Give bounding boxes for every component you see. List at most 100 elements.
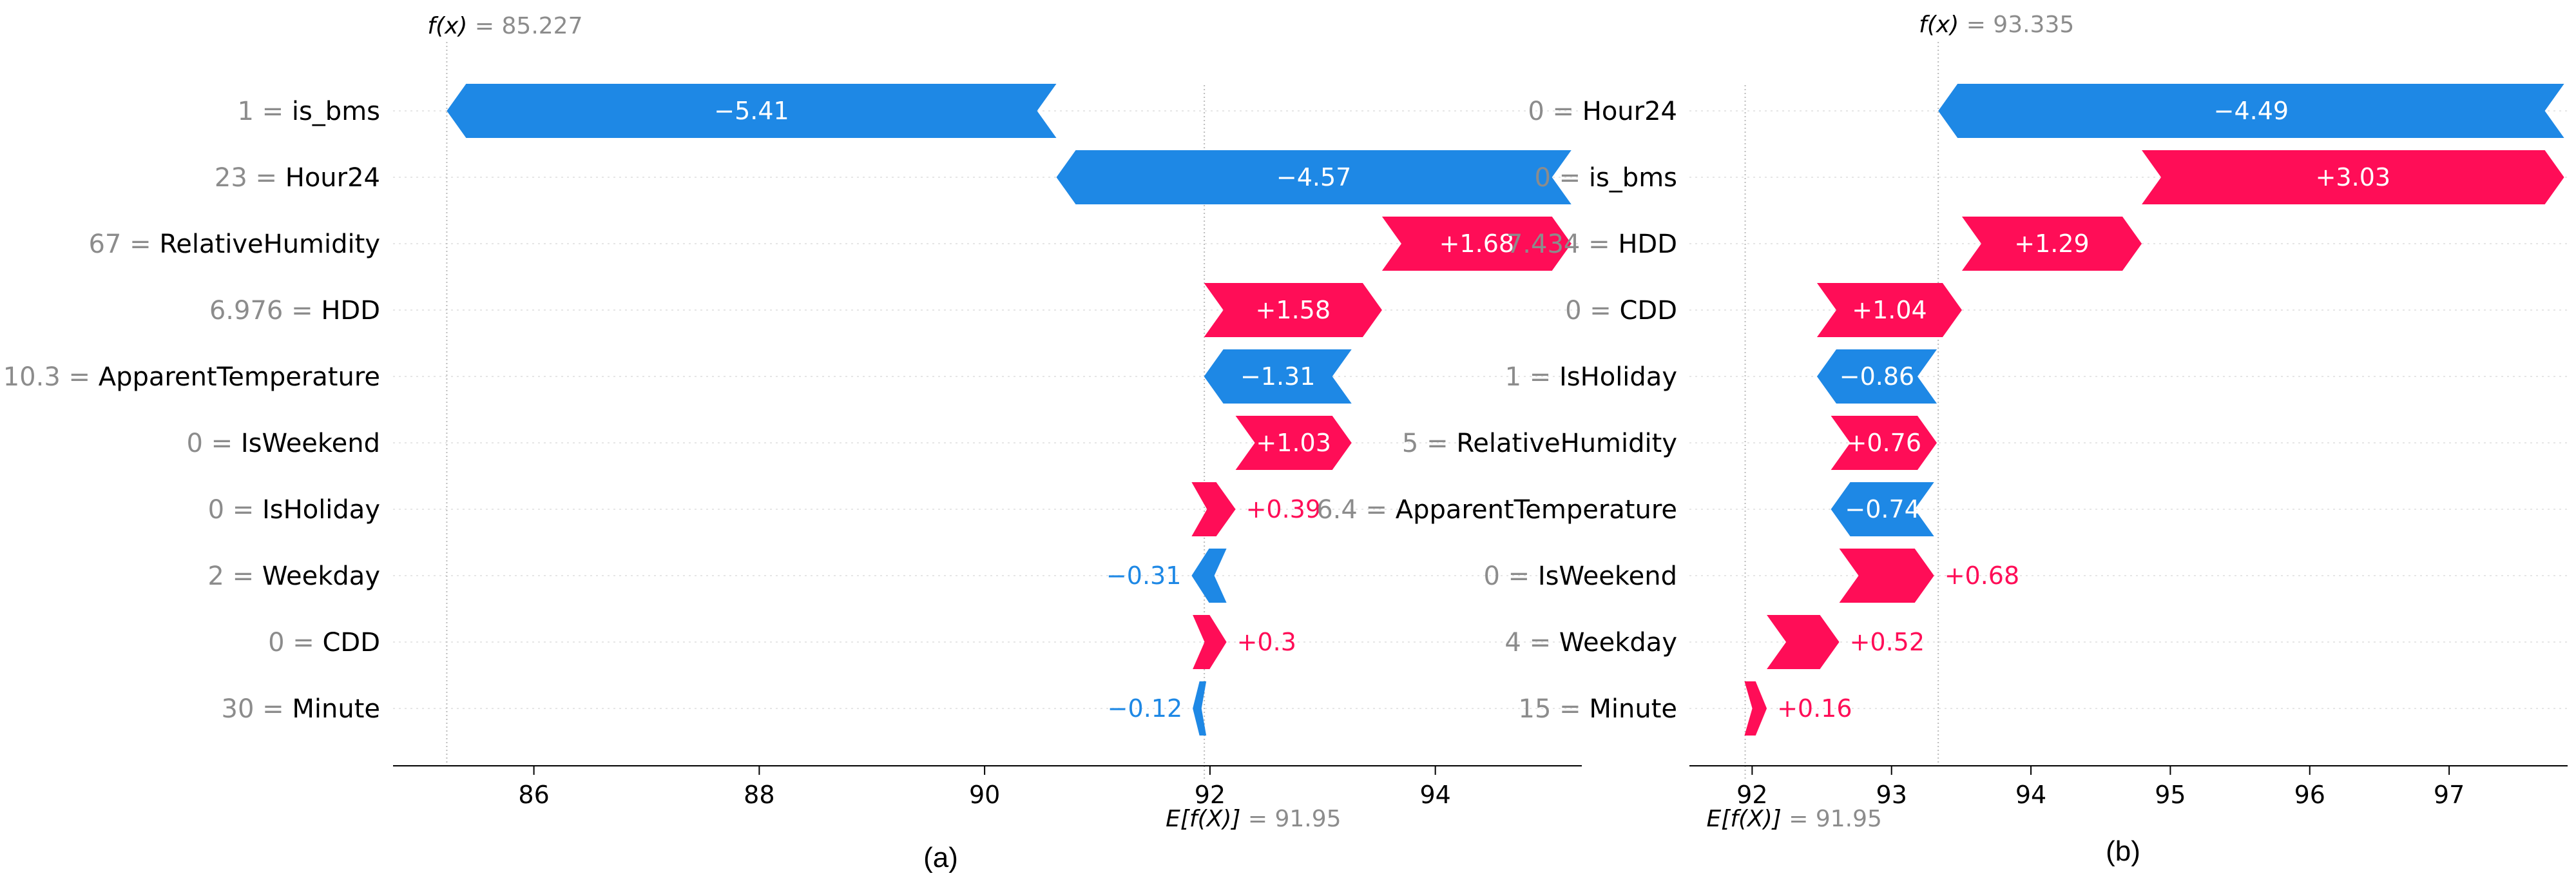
x-tick-label: 95 <box>2155 781 2186 809</box>
x-tick-label: 92 <box>1736 781 1767 809</box>
shap-bar-RelativeHumidity <box>1381 217 1572 271</box>
base-annotation: E[f(X)] = 91.95 <box>1707 806 1882 832</box>
feature-name: Weekday <box>1559 628 1677 658</box>
feature-name: Minute <box>292 694 380 724</box>
shap-value-label: +1.04 <box>1852 296 1927 324</box>
x-tick-label: 97 <box>2434 781 2465 809</box>
feature-name: is_bms <box>292 97 380 126</box>
feature-value: 2 = <box>207 561 262 591</box>
panel-caption: (b) <box>2106 835 2140 867</box>
shap-value-label: +0.3 <box>1237 628 1296 656</box>
shap-value-label: +0.76 <box>1847 429 1921 457</box>
feature-name: IsWeekend <box>1538 561 1677 591</box>
shap-bar-Weekday <box>1191 549 1227 603</box>
feature-value: 4 = <box>1504 628 1559 658</box>
feature-value: 23 = <box>215 163 285 193</box>
feature-name: Weekday <box>262 561 380 591</box>
shap-value-label: −4.49 <box>2214 97 2289 125</box>
feature-label-is_bms: 0 = is_bms <box>1534 163 1677 193</box>
feature-label-IsHoliday: 0 = IsHoliday <box>208 495 380 525</box>
feature-name: HDD <box>321 296 380 326</box>
x-tick-label: 96 <box>2294 781 2325 809</box>
base-label: E[f(X)] <box>1707 806 1789 832</box>
shap-bar-IsWeekend <box>1235 416 1352 470</box>
x-tick-label: 94 <box>2015 781 2046 809</box>
shap-value-label: −0.31 <box>1106 561 1181 590</box>
shap-bar-HDD <box>1961 217 2142 271</box>
shap-value-label: −0.74 <box>1845 495 1919 523</box>
x-tick-label: 88 <box>744 781 774 809</box>
feature-value: 0 = <box>268 628 322 658</box>
feature-name: is_bms <box>1589 163 1677 193</box>
feature-name: RelativeHumidity <box>1456 429 1677 458</box>
fx-annotation: f(x) = 85.227 <box>427 13 582 39</box>
feature-name: Minute <box>1589 694 1677 724</box>
feature-label-Hour24: 0 = Hour24 <box>1528 97 1677 126</box>
waterfall-panel-b: −4.49 0 = Hour24 +3.03 0 = is_bms +1.29 7.434… <box>1316 12 2568 867</box>
feature-value: 0 = <box>1565 296 1619 326</box>
shap-value-label: +1.03 <box>1256 429 1331 457</box>
feature-value: 5 = <box>1402 429 1456 458</box>
shap-value-label: −4.57 <box>1276 163 1351 191</box>
x-tick-label: 93 <box>1876 781 1907 809</box>
shap-bar-Hour24 <box>1938 84 2564 138</box>
feature-name: IsWeekend <box>241 429 380 458</box>
shap-bar-Minute <box>1193 681 1207 736</box>
feature-label-CDD: 0 = CDD <box>268 628 380 658</box>
feature-name: HDD <box>1618 229 1677 259</box>
feature-label-Weekday: 2 = Weekday <box>207 561 380 591</box>
shap-value-label: −0.12 <box>1108 694 1182 723</box>
shap-bar-Minute <box>1744 681 1767 736</box>
feature-label-RelativeHumidity: 67 = RelativeHumidity <box>88 229 380 259</box>
shap-bar-CDD <box>1193 615 1227 669</box>
shap-bar-ApparentTemperature <box>1204 349 1352 404</box>
waterfall-panel-a: −5.41 1 = is_bms −4.57 23 = Hour24 +1.68 67 =… <box>3 13 1582 873</box>
fx-value: = 93.335 <box>1966 12 2075 38</box>
feature-name: ApparentTemperature <box>99 362 380 392</box>
shap-value-label: +0.52 <box>1850 628 1925 656</box>
x-tick-label: 90 <box>969 781 1000 809</box>
feature-value: 1 = <box>1505 362 1559 392</box>
shap-value-label: +0.39 <box>1246 495 1321 523</box>
x-tick-label: 94 <box>1419 781 1450 809</box>
feature-name: CDD <box>322 628 380 658</box>
shap-bar-is_bms <box>447 84 1057 138</box>
feature-name: IsHoliday <box>1559 362 1677 392</box>
shap-bar-is_bms <box>2142 150 2564 204</box>
feature-value: 6.4 = <box>1316 495 1396 525</box>
shap-value-label: +0.16 <box>1777 694 1852 723</box>
feature-value: 7.434 = <box>1506 229 1618 259</box>
feature-value: 15 = <box>1519 694 1590 724</box>
feature-label-IsWeekend: 0 = IsWeekend <box>186 429 380 458</box>
base-value: = 91.95 <box>1789 806 1882 832</box>
feature-value: 10.3 = <box>3 362 99 392</box>
shap-bar-Weekday <box>1767 615 1840 669</box>
shap-bar-RelativeHumidity <box>1831 416 1937 470</box>
feature-label-Hour24: 23 = Hour24 <box>215 163 380 193</box>
feature-name: CDD <box>1619 296 1677 326</box>
feature-value: 67 = <box>88 229 159 259</box>
feature-value: 6.976 = <box>209 296 321 326</box>
feature-label-RelativeHumidity: 5 = RelativeHumidity <box>1402 429 1677 458</box>
shap-bar-ApparentTemperature <box>1831 482 1934 536</box>
feature-label-Weekday: 4 = Weekday <box>1504 628 1677 658</box>
feature-value: 0 = <box>1534 163 1588 193</box>
feature-name: ApparentTemperature <box>1396 495 1677 525</box>
feature-label-Minute: 30 = Minute <box>222 694 380 724</box>
shap-value-label: +1.58 <box>1256 296 1331 324</box>
shap-value-label: −0.86 <box>1840 362 1914 391</box>
feature-name: Hour24 <box>1582 97 1677 126</box>
shap-value-label: +1.68 <box>1439 229 1514 258</box>
feature-label-IsHoliday: 1 = IsHoliday <box>1505 362 1677 392</box>
feature-name: IsHoliday <box>262 495 380 525</box>
fx-value: = 85.227 <box>475 13 583 39</box>
feature-value: 0 = <box>1528 97 1582 126</box>
feature-value: 0 = <box>186 429 240 458</box>
feature-name: Hour24 <box>285 163 380 193</box>
feature-label-IsWeekend: 0 = IsWeekend <box>1483 561 1677 591</box>
base-value: = 91.95 <box>1248 806 1341 832</box>
shap-bar-IsWeekend <box>1839 549 1934 603</box>
shap-bar-CDD <box>1816 283 1962 337</box>
